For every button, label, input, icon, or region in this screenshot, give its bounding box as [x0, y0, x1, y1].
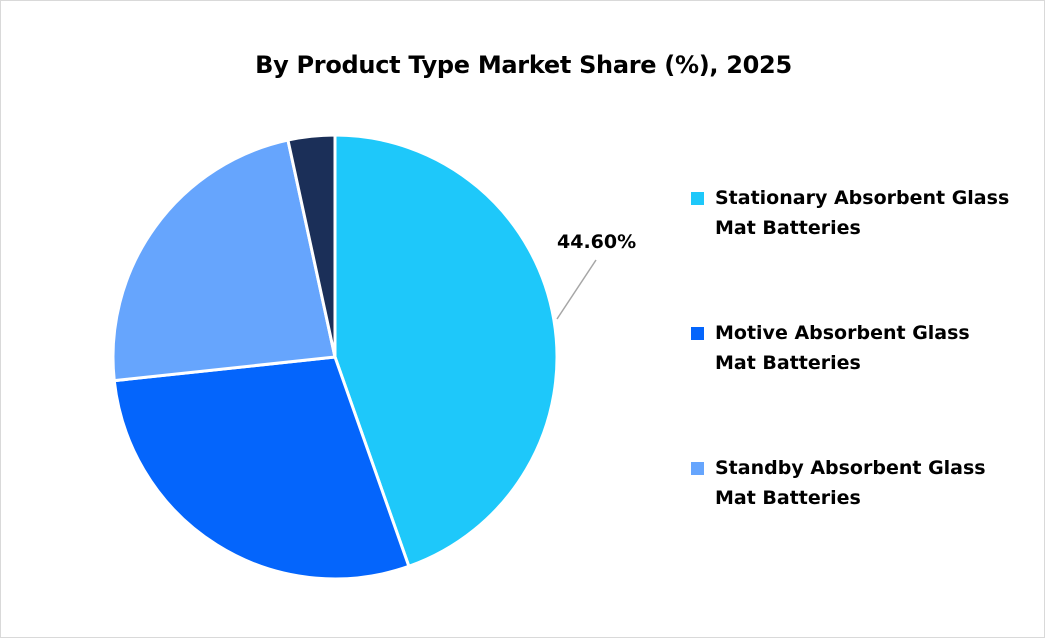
- legend: Stationary Absorbent Glass Mat Batteries…: [691, 183, 1015, 588]
- legend-swatch: [691, 327, 704, 340]
- legend-swatch: [691, 462, 704, 475]
- legend-label: Standby Absorbent Glass Mat Batteries: [715, 457, 986, 509]
- legend-swatch: [691, 192, 704, 205]
- legend-label: Stationary Absorbent Glass Mat Batteries: [715, 187, 1010, 239]
- pie-slice-3: [286, 133, 337, 358]
- data-label-stationary: 44.60%: [557, 231, 637, 253]
- pie-slice-1: [112, 355, 411, 581]
- legend-label: Motive Absorbent Glass Mat Batteries: [715, 322, 970, 374]
- pie-slice-0: [333, 133, 559, 569]
- legend-item-motive: Motive Absorbent Glass Mat Batteries: [691, 318, 1015, 378]
- legend-item-standby: Standby Absorbent Glass Mat Batteries: [691, 453, 1015, 513]
- chart-title: By Product Type Market Share (%), 2025: [255, 51, 792, 79]
- legend-item-stationary: Stationary Absorbent Glass Mat Batteries: [691, 183, 1015, 243]
- pie-slice-2: [111, 138, 337, 383]
- leader-line: [556, 259, 597, 320]
